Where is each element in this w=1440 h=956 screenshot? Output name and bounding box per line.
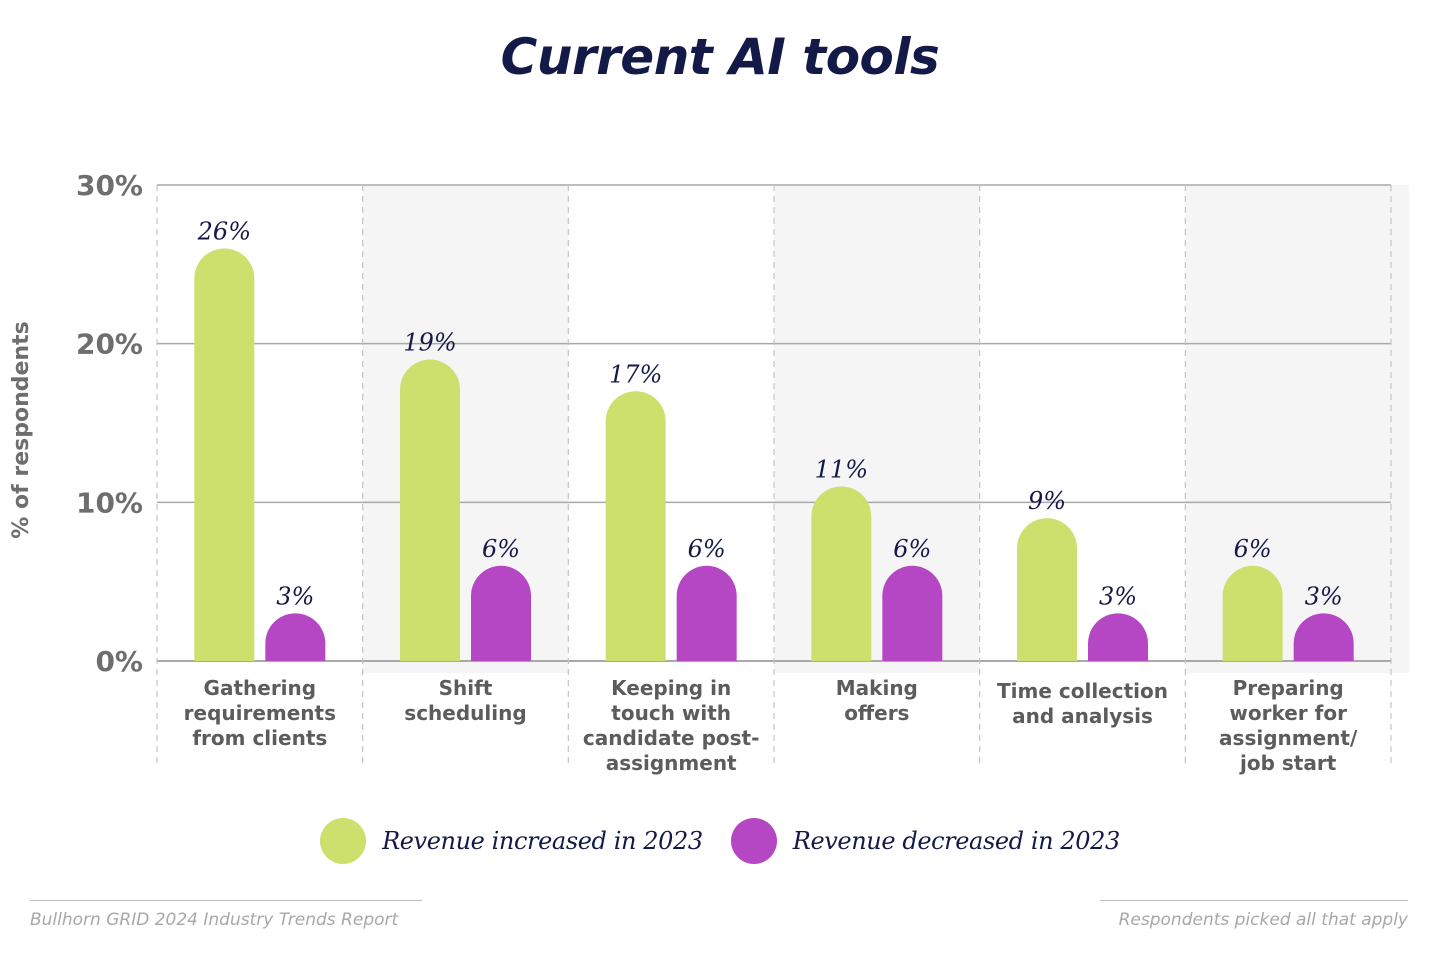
legend-swatch-increased (320, 818, 367, 864)
y-axis-label: % of respondents (9, 321, 34, 538)
bar-revenue-increased (194, 248, 255, 661)
data-label: 3% (276, 582, 314, 610)
column-band (1185, 185, 1409, 673)
column-band (362, 185, 569, 673)
footer-source: Bullhorn GRID 2024 Industry Trends Repor… (30, 910, 399, 930)
legend-swatch-decreased (730, 818, 777, 864)
category-label-line: Gathering (204, 676, 317, 700)
data-label: 6% (482, 535, 520, 563)
category-label: Gathering requirements from clients (184, 676, 336, 750)
chart-title: Current AI tools (500, 28, 940, 86)
bar-revenue-increased (400, 359, 460, 661)
column-dividers (156, 185, 1392, 765)
bar-revenue-increased (1017, 518, 1077, 661)
legend-item-decreased: Revenue decreased in 2023 (730, 818, 1121, 864)
data-label: 9% (1028, 487, 1066, 515)
category-label-line: and analysis (1012, 704, 1153, 728)
data-label: 19% (403, 329, 456, 357)
category-label-line: candidate post- (583, 726, 759, 750)
category-label-line: worker for (1229, 701, 1347, 725)
bar-revenue-increased (605, 391, 666, 661)
bar-revenue-decreased (882, 565, 943, 661)
footer-note: Respondents picked all that apply (1118, 910, 1408, 930)
bar-revenue-decreased (676, 565, 737, 661)
data-label: 6% (893, 535, 931, 563)
category-label-line: assignment/ (1219, 726, 1358, 750)
legend-item-increased: Revenue increased in 2023 (320, 818, 703, 864)
legend-label-increased: Revenue increased in 2023 (382, 827, 703, 855)
category-label-line: from clients (192, 726, 327, 750)
category-label-line: scheduling (404, 701, 526, 725)
category-label-line: offers (844, 701, 909, 725)
y-tick-label: 20% (76, 328, 143, 361)
column-bands (362, 185, 1409, 673)
data-label: 3% (1305, 582, 1343, 610)
y-tick-label: 10% (76, 486, 143, 519)
bar-revenue-increased (811, 486, 872, 661)
data-label: 26% (197, 217, 251, 245)
y-axis-ticks: 0% 10% 20% 30% (76, 169, 143, 678)
category-label: Keeping in touch with candidate post-assig… (583, 676, 759, 775)
legend-label-decreased: Revenue decreased in 2023 (792, 827, 1121, 855)
bar-revenue-decreased (1088, 613, 1148, 661)
y-tick-label: 0% (95, 645, 143, 678)
footer-rule-right (1100, 900, 1408, 901)
column-band (774, 185, 980, 673)
bar-revenue-increased (1222, 565, 1283, 661)
data-label: 6% (1234, 535, 1272, 563)
category-label-line: touch with (611, 701, 731, 725)
data-label: 11% (815, 455, 868, 483)
category-label-line: job start (1239, 751, 1337, 775)
data-label: 3% (1099, 582, 1137, 610)
category-label: Time collection and analysis (997, 679, 1168, 728)
category-label-line: Shift (439, 676, 493, 700)
data-label: 17% (609, 360, 662, 388)
category-label-line: Making (836, 676, 918, 700)
category-label: Shift scheduling (404, 676, 526, 725)
category-label: Making offers (836, 676, 918, 725)
data-label: 6% (688, 535, 726, 563)
bar-revenue-decreased (471, 565, 531, 661)
category-label-line: assignment (606, 751, 737, 775)
bar-chart: 0% 10% 20% 30% 26% 3% 19% 6% 17% 6% 11% 6% 9% 3% 6% 3%… (9, 169, 1409, 775)
bar-revenue-decreased (1293, 613, 1354, 661)
legend: Revenue increased in 2023 Revenue decrea… (0, 818, 1440, 864)
category-label: Preparing worker for assignment/job start (1219, 676, 1358, 775)
category-labels: Gathering requirements from clients Shift sc… (184, 676, 1358, 775)
y-tick-label: 30% (76, 169, 143, 202)
category-label-line: requirements (184, 701, 336, 725)
bars (194, 248, 1354, 661)
category-label-line: Keeping in (611, 676, 731, 700)
category-label-line: Preparing (1233, 676, 1344, 700)
footer-rule-left (30, 900, 422, 901)
bar-revenue-decreased (265, 613, 326, 661)
category-label-line: Time collection (997, 679, 1168, 703)
data-labels: 26% 3% 19% 6% 17% 6% 11% 6% 9% 3% 6% 3% (197, 217, 1343, 610)
